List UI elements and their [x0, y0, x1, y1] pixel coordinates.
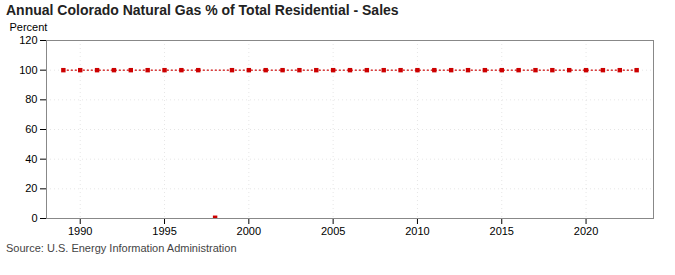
svg-text:2000: 2000 — [237, 225, 261, 237]
svg-text:1995: 1995 — [152, 225, 176, 237]
html-text:Source: U.S. Energy Informatio: Source: U.S. Energy Information Administ… — [6, 242, 237, 254]
svg-text:Percent: Percent — [10, 21, 48, 33]
svg-text:120: 120 — [19, 34, 37, 46]
svg-text:20: 20 — [25, 182, 37, 194]
svg-text:80: 80 — [25, 93, 37, 105]
svg-text:60: 60 — [25, 123, 37, 135]
svg-text:40: 40 — [25, 153, 37, 165]
svg-text:2020: 2020 — [574, 225, 598, 237]
svg-text:2005: 2005 — [321, 225, 345, 237]
html-text:Annual Colorado Natural Gas %: Annual Colorado Natural Gas % of Total R… — [6, 2, 399, 18]
svg-text:2015: 2015 — [490, 225, 514, 237]
svg-text:2010: 2010 — [405, 225, 429, 237]
svg-text:100: 100 — [19, 64, 37, 76]
svg-text:1990: 1990 — [68, 225, 92, 237]
svg-text:0: 0 — [31, 212, 37, 224]
